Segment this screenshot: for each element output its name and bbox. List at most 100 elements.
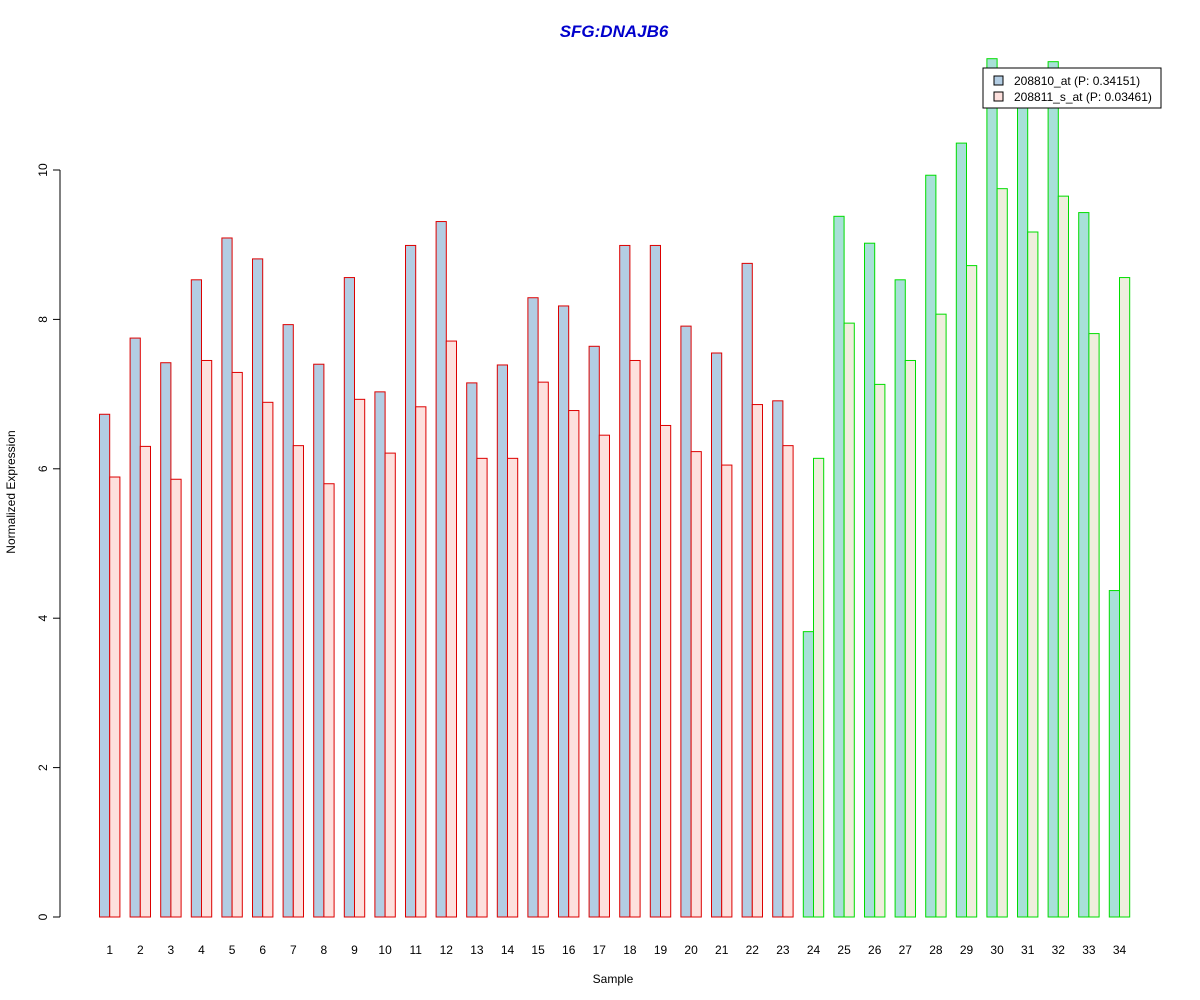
bar-208811_s_at: [904, 359, 916, 918]
bar-208811_s_at: [323, 483, 335, 918]
bar-208810_at: [405, 244, 417, 918]
x-tick-label: 29: [960, 943, 974, 957]
x-tick-label: 10: [378, 943, 392, 957]
bar-208811_s_at: [139, 445, 152, 918]
legend-label-208810: 208810_at (P: 0.34151): [1014, 74, 1140, 88]
bar-208811_s_at: [629, 359, 641, 918]
bar-208811_s_at: [813, 457, 825, 918]
bar-208810_at: [343, 277, 355, 918]
legend-label-208811: 208811_s_at (P: 0.03461): [1014, 90, 1152, 104]
bar-208811_s_at: [292, 445, 304, 918]
y-axis: 0 2 4 6 8 10: [36, 163, 61, 920]
x-tick-label: 5: [229, 943, 236, 957]
bar-208810_at: [1017, 98, 1029, 918]
bar-208810_at: [466, 382, 478, 918]
x-tick-label: 28: [929, 943, 943, 957]
bar-208810_at: [955, 142, 967, 918]
bar-208810_at: [313, 363, 325, 918]
bar-208811_s_at: [1088, 333, 1100, 918]
legend-swatch-208811: [993, 91, 1004, 102]
x-tick-label: 13: [470, 943, 484, 957]
legend-swatch-208810: [993, 75, 1004, 86]
x-tick-label: 25: [837, 943, 851, 957]
bar-208810_at: [221, 237, 233, 918]
bar-208810_at: [558, 305, 570, 918]
bar-208811_s_at: [660, 424, 672, 918]
y-tick-label: 4: [36, 615, 50, 622]
legend: 208810_at (P: 0.34151) 208811_s_at (P: 0…: [982, 67, 1162, 109]
x-tick-label: 8: [321, 943, 328, 957]
bar-208810_at: [588, 345, 600, 918]
y-tick-label: 2: [36, 764, 50, 771]
y-tick-label: 0: [36, 913, 50, 920]
bar-208811_s_at: [1027, 231, 1039, 918]
x-tick-labels: 1 2 3 4 5 6 7 8 9 10 11 12 13 14 15 16 17 18 19 20 21 22 23 24 2…: [106, 943, 1126, 957]
bar-208811_s_at: [201, 359, 213, 918]
bar-208810_at: [252, 258, 264, 918]
x-tick-label: 30: [990, 943, 1004, 957]
y-axis-label: Normalized Expression: [4, 430, 18, 553]
bar-208810_at: [527, 297, 539, 918]
x-tick-label: 9: [351, 943, 358, 957]
y-tick-label: 8: [36, 316, 50, 323]
bar-208810_at: [1078, 212, 1090, 918]
bar-208810_at: [864, 242, 876, 918]
x-tick-label: 12: [440, 943, 454, 957]
bar-208810_at: [129, 337, 141, 918]
bar-208811_s_at: [1119, 277, 1131, 918]
bars-group: [99, 58, 1131, 918]
bar-208810_at: [160, 362, 172, 918]
bar-208810_at: [99, 413, 111, 918]
y-tick-label: 6: [36, 465, 50, 472]
bar-208810_at: [1108, 590, 1121, 918]
bar-208811_s_at: [874, 383, 886, 918]
x-tick-label: 27: [899, 943, 913, 957]
bar-208810_at: [680, 325, 692, 918]
bar-208810_at: [986, 58, 998, 918]
chart-title: SFG:DNAJB6: [560, 22, 669, 41]
x-tick-label: 4: [198, 943, 205, 957]
x-tick-label: 22: [746, 943, 760, 957]
x-tick-label: 7: [290, 943, 297, 957]
bar-208811_s_at: [782, 445, 794, 918]
x-tick-label: 34: [1113, 943, 1127, 957]
bar-208811_s_at: [262, 401, 274, 918]
x-tick-label: 26: [868, 943, 882, 957]
x-tick-label: 17: [593, 943, 607, 957]
bar-208810_at: [925, 174, 937, 918]
bar-208810_at: [190, 279, 203, 918]
bar-208811_s_at: [751, 404, 763, 918]
x-tick-label: 24: [807, 943, 821, 957]
x-tick-label: 33: [1082, 943, 1096, 957]
x-tick-label: 6: [259, 943, 266, 957]
x-tick-label: 3: [168, 943, 175, 957]
x-tick-label: 14: [501, 943, 515, 957]
bar-208811_s_at: [935, 313, 947, 918]
legend-box: [982, 67, 1162, 109]
bar-208810_at: [772, 400, 784, 918]
bar-208811_s_at: [170, 478, 182, 918]
bar-208811_s_at: [568, 410, 580, 918]
bar-208811_s_at: [354, 398, 366, 918]
x-tick-label: 2: [137, 943, 144, 957]
x-tick-label: 21: [715, 943, 729, 957]
y-tick-label: 10: [36, 163, 50, 177]
bar-208810_at: [496, 364, 508, 918]
x-tick-label: 15: [531, 943, 545, 957]
x-tick-label: 32: [1052, 943, 1066, 957]
bar-208811_s_at: [384, 452, 396, 918]
bar-208811_s_at: [476, 457, 488, 918]
x-axis-label: Sample: [593, 972, 634, 986]
bar-208811_s_at: [996, 188, 1008, 918]
x-tick-label: 19: [654, 943, 668, 957]
bar-208811_s_at: [598, 434, 610, 918]
bar-208810_at: [649, 244, 661, 918]
bar-208810_at: [282, 324, 294, 918]
x-tick-label: 16: [562, 943, 576, 957]
bar-208810_at: [711, 352, 723, 918]
bar-208810_at: [435, 221, 447, 918]
bar-208810_at: [802, 631, 814, 918]
x-tick-label: 20: [684, 943, 698, 957]
bar-208811_s_at: [109, 476, 121, 918]
